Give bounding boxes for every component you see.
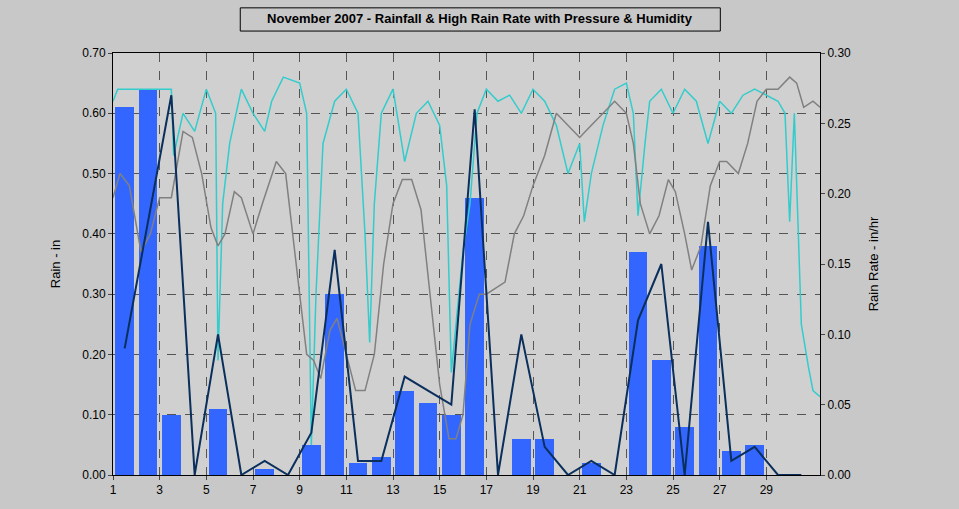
svg-text:0.10: 0.10 (827, 328, 851, 342)
svg-text:21: 21 (573, 483, 587, 497)
svg-text:0.10: 0.10 (82, 408, 106, 422)
svg-text:0.00: 0.00 (82, 468, 106, 482)
svg-text:9: 9 (296, 483, 303, 497)
svg-text:0.50: 0.50 (82, 167, 106, 181)
svg-text:Rain - in: Rain - in (48, 240, 63, 288)
svg-text:25: 25 (666, 483, 680, 497)
svg-text:November 2007 - Rainfall & Hig: November 2007 - Rainfall & High Rain Rat… (267, 11, 693, 26)
svg-text:0.05: 0.05 (827, 398, 851, 412)
svg-text:0.00: 0.00 (827, 468, 851, 482)
svg-text:0.30: 0.30 (827, 46, 851, 60)
svg-text:19: 19 (526, 483, 540, 497)
svg-text:5: 5 (203, 483, 210, 497)
svg-text:0.60: 0.60 (82, 106, 106, 120)
svg-text:17: 17 (480, 483, 494, 497)
svg-text:15: 15 (433, 483, 447, 497)
svg-text:0.40: 0.40 (82, 227, 106, 241)
svg-text:7: 7 (250, 483, 257, 497)
svg-text:0.15: 0.15 (827, 257, 851, 271)
svg-text:1: 1 (110, 483, 117, 497)
svg-text:0.20: 0.20 (82, 348, 106, 362)
svg-text:27: 27 (713, 483, 727, 497)
svg-text:Rain Rate - in/hr: Rain Rate - in/hr (866, 216, 881, 311)
svg-text:13: 13 (386, 483, 400, 497)
svg-text:11: 11 (340, 483, 353, 497)
svg-text:0.20: 0.20 (827, 187, 851, 201)
svg-text:23: 23 (620, 483, 634, 497)
svg-text:29: 29 (760, 483, 774, 497)
svg-text:0.30: 0.30 (82, 287, 106, 301)
svg-text:0.25: 0.25 (827, 117, 851, 131)
svg-text:0.70: 0.70 (82, 46, 106, 60)
svg-text:3: 3 (156, 483, 163, 497)
